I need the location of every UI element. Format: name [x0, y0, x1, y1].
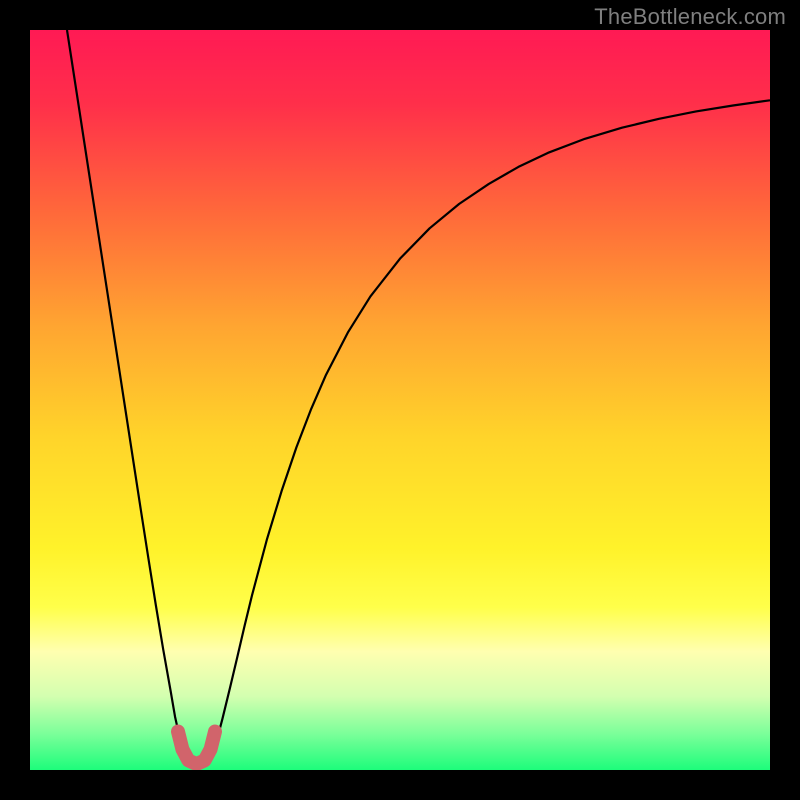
- bottleneck-curve-chart: [30, 30, 770, 770]
- watermark-text: TheBottleneck.com: [594, 4, 786, 30]
- plot-area: [30, 30, 770, 770]
- plot-background: [30, 30, 770, 770]
